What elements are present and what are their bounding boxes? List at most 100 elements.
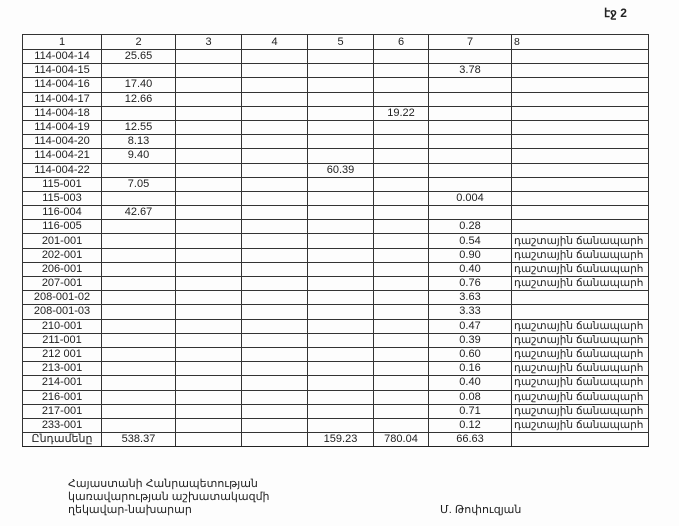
- cell-col-5: [307, 304, 374, 320]
- cell-col-7: 7: [428, 34, 512, 50]
- table-row: 216-001 0.08 դաշտային ճանապարհ: [22, 389, 649, 405]
- cell-col-3: [175, 261, 242, 278]
- cell-col-5: [307, 77, 374, 93]
- cell-col-5: [307, 417, 374, 434]
- cell-col-5: 159.23: [307, 432, 374, 448]
- cell-col-3: [175, 417, 242, 434]
- table-row: 114-004-14 25.65: [22, 48, 649, 65]
- cell-col-3: [175, 318, 242, 334]
- cell-col-2: [101, 275, 176, 292]
- cell-col-3: [175, 361, 242, 377]
- cell-col-1: 1: [22, 34, 102, 50]
- cell-col-3: [175, 63, 242, 79]
- cell-col-2: [101, 162, 176, 178]
- cell-col-5: [307, 219, 374, 235]
- cell-col-8: դաշտային ճանապարհ: [511, 275, 649, 292]
- table-row: 217-001 0.71 դաշտային ճանապարհ: [22, 403, 649, 419]
- cell-col-5: [307, 346, 374, 363]
- cell-col-1: 207-001: [22, 275, 102, 292]
- cell-col-2: [101, 318, 176, 334]
- cell-col-4: [241, 134, 308, 150]
- table-row: 208-001-03 3.33: [22, 304, 649, 320]
- cell-col-4: [241, 318, 308, 334]
- cell-col-6: [373, 219, 429, 235]
- table-row: 115-003 0.004: [22, 190, 649, 207]
- cell-col-7: 0.08: [428, 389, 512, 405]
- cell-col-6: [373, 148, 429, 164]
- cell-col-4: [241, 233, 308, 249]
- cell-col-4: [241, 346, 308, 363]
- cell-col-3: [175, 290, 242, 306]
- cell-col-1: 233-001: [22, 417, 102, 434]
- cell-col-8: դաշտային ճանապարհ: [511, 375, 649, 391]
- cell-col-5: [307, 403, 374, 419]
- cell-col-5: [307, 233, 374, 249]
- cell-col-8: [511, 176, 649, 192]
- footer-line-3: ղեկավար-նախարար: [68, 504, 192, 516]
- cell-col-6: 6: [373, 34, 429, 50]
- cell-col-2: 8.13: [101, 134, 176, 150]
- table-row: 114-004-18 19.22: [22, 105, 649, 121]
- cell-col-6: [373, 233, 429, 249]
- cell-col-7: [428, 148, 512, 164]
- cell-col-4: 4: [241, 34, 308, 50]
- cell-col-3: [175, 375, 242, 391]
- cell-col-6: [373, 91, 429, 107]
- cell-col-7: 0.16: [428, 361, 512, 377]
- cell-col-3: [175, 205, 242, 221]
- cell-col-7: [428, 162, 512, 178]
- cell-col-2: [101, 290, 176, 306]
- cell-col-5: [307, 148, 374, 164]
- cell-col-7: [428, 134, 512, 150]
- cell-col-6: [373, 318, 429, 334]
- table-row: 115-001 7.05: [22, 176, 649, 192]
- table-row: 233-001 0.12 դաշտային ճանապարհ: [22, 417, 649, 434]
- cell-col-1: 116-005: [22, 219, 102, 235]
- cell-col-4: [241, 48, 308, 65]
- land-table: 1 2 3 4 5 6 7 8 114-004-14 25.65 114-004-15 3.78 114…: [22, 34, 649, 448]
- table-row: 213-001 0.16 դաշտային ճանապարհ: [22, 361, 649, 377]
- cell-col-8: դաշտային ճանապարհ: [511, 247, 649, 263]
- cell-col-4: [241, 91, 308, 107]
- signatory-title: Հայաստանի Հանրապետության կառավարության ա…: [68, 478, 270, 517]
- cell-col-8: դաշտային ճանապարհ: [511, 261, 649, 278]
- cell-col-6: [373, 361, 429, 377]
- cell-col-6: [373, 275, 429, 292]
- cell-col-8: դաշտային ճանապարհ: [511, 332, 649, 348]
- cell-col-8: [511, 48, 649, 65]
- cell-col-4: [241, 304, 308, 320]
- table-row: 114-004-15 3.78: [22, 63, 649, 79]
- table-row: 114-004-21 9.40: [22, 148, 649, 164]
- cell-col-6: [373, 247, 429, 263]
- table-row: 202-001 0.90 դաշտային ճանապարհ: [22, 247, 649, 263]
- cell-col-8: 8: [511, 34, 649, 50]
- cell-col-7: 3.63: [428, 290, 512, 306]
- cell-col-6: [373, 134, 429, 150]
- cell-col-8: [511, 77, 649, 93]
- cell-col-6: [373, 176, 429, 192]
- cell-col-8: դաշտային ճանապարհ: [511, 389, 649, 405]
- cell-col-3: [175, 162, 242, 178]
- table-row: 116-004 42.67: [22, 205, 649, 221]
- cell-col-3: [175, 134, 242, 150]
- cell-col-8: դաշտային ճանապարհ: [511, 403, 649, 419]
- cell-col-3: [175, 119, 242, 136]
- cell-col-6: [373, 417, 429, 434]
- cell-col-2: [101, 233, 176, 249]
- cell-col-2: 25.65: [101, 48, 176, 65]
- cell-col-3: [175, 432, 242, 448]
- cell-col-7: 0.76: [428, 275, 512, 292]
- cell-col-5: [307, 190, 374, 207]
- cell-col-6: [373, 205, 429, 221]
- cell-col-5: [307, 375, 374, 391]
- table-row: 211-001 0.39 դաշտային ճանապարհ: [22, 332, 649, 348]
- page-number: էջ 2: [604, 6, 627, 20]
- table-row: 214-001 0.40 դաշտային ճանապարհ: [22, 375, 649, 391]
- cell-col-6: [373, 63, 429, 79]
- cell-col-3: 3: [175, 34, 242, 50]
- cell-col-7: 0.54: [428, 233, 512, 249]
- cell-col-2: [101, 190, 176, 207]
- footer-line-2: կառավարության աշխատակազմի: [68, 491, 270, 503]
- cell-col-8: [511, 290, 649, 306]
